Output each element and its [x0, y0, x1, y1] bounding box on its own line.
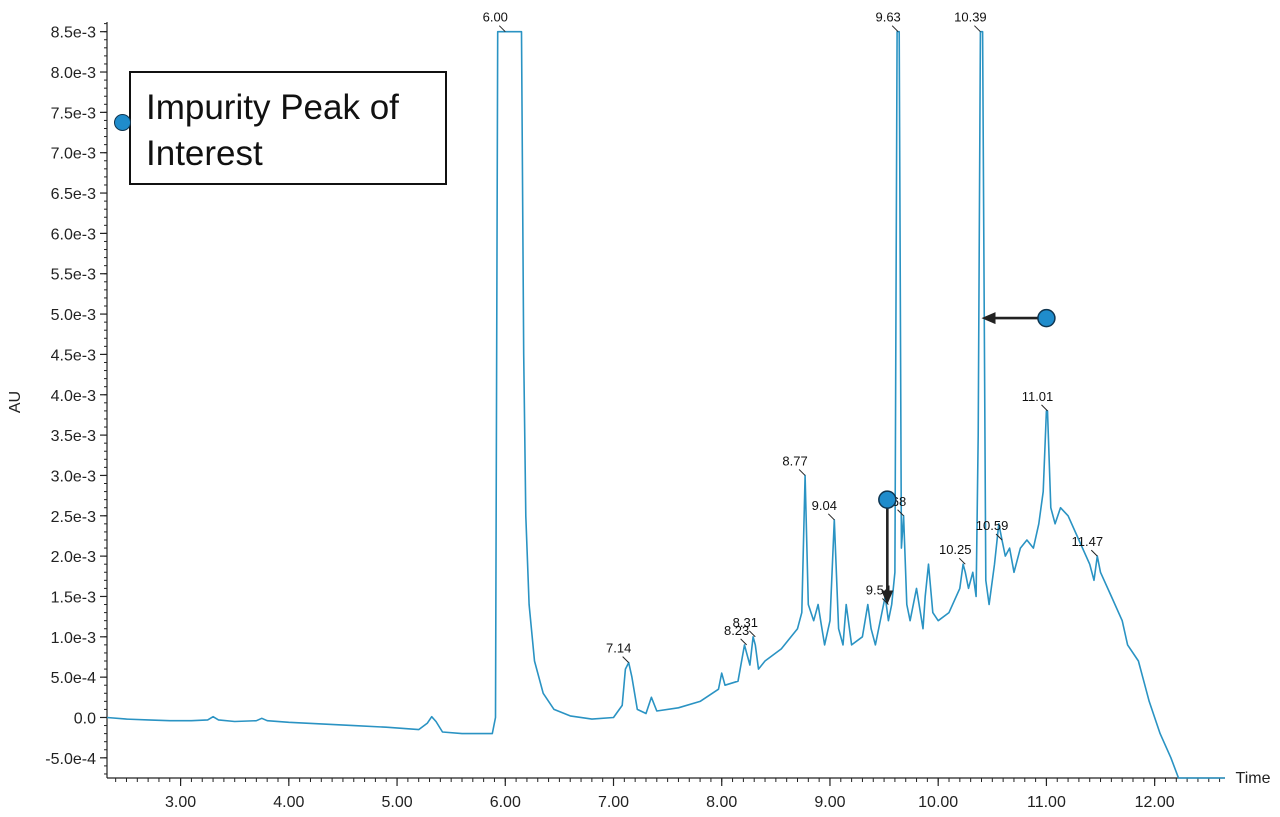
peak-label: 10.59: [976, 518, 1009, 533]
peak-label: 9.63: [875, 10, 900, 25]
y-tick-label: 2.0e-3: [51, 549, 96, 566]
series-line: [106, 30, 1225, 779]
y-tick-label: 5.5e-3: [51, 267, 96, 284]
y-tick-label: 5.0e-4: [51, 670, 96, 687]
y-tick-label: 6.0e-3: [51, 226, 96, 243]
peak-leader-line: [897, 509, 904, 517]
annotation-arrow-head: [881, 590, 894, 605]
peak-label: 8.31: [733, 615, 758, 630]
annotation-marker: [878, 490, 897, 509]
annotation-markers: [878, 308, 1056, 605]
y-axis-title: AU: [7, 391, 24, 413]
peak-label: 11.01: [1022, 389, 1054, 404]
y-tick-label: 8.5e-3: [51, 25, 96, 42]
y-tick-label: 3.5e-3: [51, 428, 96, 445]
peak-labels: 6.007.148.238.318.779.049.549.639.6810.2…: [483, 10, 1103, 663]
peak-label: 11.47: [1072, 534, 1104, 549]
peak-leader-line: [498, 25, 506, 33]
y-tick-label: 1.5e-3: [51, 589, 96, 606]
y-tick-label: 0.0: [74, 710, 96, 727]
y-tick-label: -5.0e-4: [45, 751, 96, 768]
peak-label: 6.00: [483, 10, 508, 25]
peak-leader-line: [974, 25, 981, 33]
x-tick-label: 6.00: [490, 794, 521, 811]
x-tick-label: 10.00: [918, 794, 958, 811]
x-tick-label: 4.00: [273, 794, 304, 811]
x-tick-label: 12.00: [1135, 794, 1175, 811]
peak-label: 8.23: [724, 623, 749, 638]
peak-leader-line: [891, 25, 899, 33]
y-tick-label: 4.5e-3: [51, 347, 96, 364]
x-tick-label: 11.00: [1027, 794, 1066, 811]
peak-label: 8.77: [782, 453, 807, 468]
x-tick-label: 8.00: [706, 794, 737, 811]
y-tick-label: 1.0e-3: [51, 630, 96, 647]
peak-label: 7.14: [606, 641, 631, 656]
peak-leader-line: [748, 630, 756, 638]
y-tick-label: 7.5e-3: [51, 105, 96, 122]
peak-label: 10.25: [939, 542, 972, 557]
annotation-marker: [1037, 308, 1056, 328]
peak-leader-line: [622, 656, 630, 663]
peak-leader-line: [798, 469, 806, 476]
y-tick-label: 7.0e-3: [51, 146, 96, 163]
peak-leader-line: [740, 638, 747, 646]
legend-text: Impurity Peak of Interest: [146, 88, 399, 173]
x-tick-label: 7.00: [598, 794, 629, 811]
y-tick-label: 6.5e-3: [51, 186, 96, 203]
y-tick-label: 8.0e-3: [51, 65, 96, 82]
x-tick-label: 5.00: [381, 794, 412, 811]
peak-leader-line: [1041, 404, 1048, 412]
y-tick-label: 4.0e-3: [51, 388, 96, 405]
peak-label: 9.04: [812, 498, 837, 513]
peak-leader-line: [958, 557, 966, 565]
axes: -5.0e-4 0.0 5.0e-4 1.0e-3 1.5e-3 2.0e-3 2.5e-3…: [7, 22, 1271, 811]
legend-marker: [114, 114, 131, 131]
peak-leader-line: [995, 533, 1003, 541]
annotation-arrow-head: [981, 312, 996, 325]
x-axis-title: Time: [1236, 770, 1271, 787]
x-tick-label: 9.00: [814, 794, 845, 811]
legend-box: [129, 71, 447, 185]
y-tick-label: 2.5e-3: [51, 509, 96, 526]
peak-label: 10.39: [954, 10, 987, 25]
peak-leader-line: [827, 513, 835, 521]
x-tick-label: 3.00: [165, 794, 196, 811]
trace-group: [106, 30, 1225, 779]
y-tick-label: 3.0e-3: [51, 468, 96, 485]
peak-leader-line: [1090, 549, 1098, 557]
y-tick-label: 5.0e-3: [51, 307, 96, 324]
